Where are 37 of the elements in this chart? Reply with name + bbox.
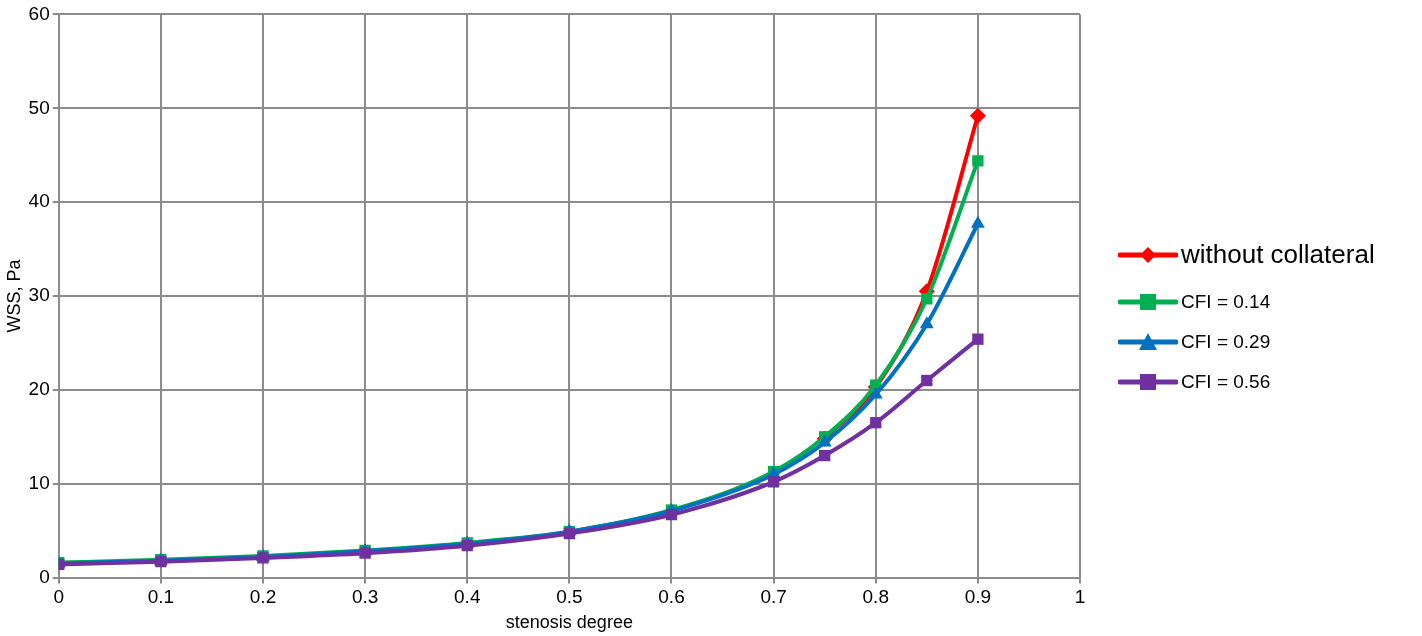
point <box>921 374 933 387</box>
x-tick-label: 0.8 <box>862 586 889 608</box>
y-tick-label: 30 <box>28 284 50 306</box>
y-tick-label: 60 <box>28 2 50 24</box>
point <box>817 434 832 447</box>
x-tick-label: 0.5 <box>556 586 583 608</box>
legend-label: CFI = 0.14 <box>1181 291 1271 313</box>
legend-label: without collateral <box>1181 239 1375 270</box>
y-tick-label: 40 <box>28 190 50 212</box>
y-tick-label: 10 <box>28 471 50 493</box>
y-tick-label: 50 <box>28 96 50 118</box>
y-tick-label: 20 <box>28 378 50 400</box>
x-tick-label: 1 <box>1074 586 1086 608</box>
point <box>972 333 984 345</box>
point <box>919 316 934 329</box>
x-tick-label: 0.9 <box>964 586 992 608</box>
x-tick-label: 0.2 <box>249 586 277 608</box>
legend-label: CFI = 0.56 <box>1181 371 1271 393</box>
point <box>921 293 933 305</box>
point <box>870 417 882 429</box>
x-tick-label: 0.1 <box>147 586 175 608</box>
x-tick-label: 0.6 <box>658 586 685 608</box>
point <box>868 386 883 399</box>
x-tick-label: 0.3 <box>351 586 379 608</box>
y-axis-title: WSS, Pa <box>3 258 24 333</box>
x-tick-label: 0.7 <box>760 586 787 608</box>
point <box>819 449 831 462</box>
point <box>665 509 678 521</box>
y-tick-label: 0 <box>39 565 50 587</box>
legend-label: CFI = 0.29 <box>1181 331 1271 353</box>
x-axis-title: stenosis degree <box>505 612 633 633</box>
x-tick-label: 0 <box>53 586 65 608</box>
point <box>767 476 780 488</box>
point <box>970 215 985 228</box>
x-tick-label: 0.4 <box>454 586 481 608</box>
point <box>969 107 986 124</box>
point <box>972 155 984 167</box>
